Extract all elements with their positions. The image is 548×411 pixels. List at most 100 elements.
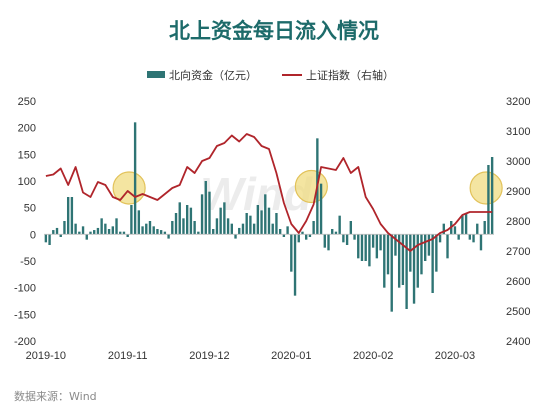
bar-37 <box>182 218 185 235</box>
bar-34 <box>171 221 174 235</box>
bar-118 <box>483 221 486 235</box>
right-tick-5: 2700 <box>506 246 530 258</box>
bar-7 <box>70 197 74 235</box>
bar-66 <box>290 234 293 272</box>
bar-9 <box>78 231 81 235</box>
bar-54 <box>245 213 248 235</box>
left-tick-3: 100 <box>18 176 36 188</box>
highlight-circles <box>112 169 503 205</box>
bar-14 <box>96 227 100 235</box>
bar-104 <box>431 234 434 293</box>
bar-64 <box>282 234 286 237</box>
bar-53 <box>241 223 245 235</box>
bar-13 <box>93 230 96 235</box>
chart-title: 北上资金每日流入情况 <box>169 19 379 43</box>
bar-72 <box>312 221 315 235</box>
bar-65 <box>286 226 289 235</box>
left-axis-ticks: 250 200 150 100 50 0 -50 -100 -150 -200 <box>14 96 36 348</box>
bar-46 <box>215 218 219 235</box>
bar-114 <box>468 234 472 240</box>
bar-42 <box>200 194 204 235</box>
x-tick-5: 2020-03 <box>435 350 475 362</box>
bar-35 <box>174 213 178 235</box>
bar-90 <box>379 234 382 251</box>
legend: 北向资金（亿元） 上证指数（右轴） <box>147 68 394 82</box>
bar-88 <box>371 234 375 248</box>
bar-112 <box>461 215 464 235</box>
bar-76 <box>327 234 330 251</box>
highlight-circle-3 <box>469 171 503 205</box>
bar-17 <box>107 229 111 235</box>
bar-71 <box>308 234 312 237</box>
right-tick-0: 3200 <box>506 96 530 108</box>
bar-44 <box>208 191 211 235</box>
left-tick-4: 50 <box>24 203 36 215</box>
bar-81 <box>345 234 349 245</box>
bar-8 <box>74 223 77 235</box>
bar-79 <box>338 215 341 235</box>
bar-94 <box>394 234 397 256</box>
bar-74 <box>319 183 323 235</box>
bar-82 <box>349 221 353 235</box>
bar-75 <box>323 234 326 248</box>
left-tick-5: 0 <box>30 229 36 241</box>
bar-33 <box>167 234 170 239</box>
bar-24 <box>133 122 137 235</box>
right-tick-4: 2800 <box>506 216 530 228</box>
left-tick-1: 200 <box>18 123 36 135</box>
bar-57 <box>256 205 260 235</box>
bar-120 <box>490 157 494 235</box>
bar-96 <box>401 234 405 285</box>
legend-bar-swatch <box>147 71 165 78</box>
bar-36 <box>178 202 181 235</box>
left-tick-9: -200 <box>14 336 36 348</box>
bar-103 <box>427 234 431 256</box>
x-tick-2: 2019-12 <box>189 350 229 362</box>
bar-93 <box>390 234 393 312</box>
bar-101 <box>420 234 423 275</box>
bar-21 <box>122 231 126 235</box>
bar-98 <box>409 234 412 272</box>
bar-84 <box>357 234 360 259</box>
bar-12 <box>89 231 92 235</box>
bar-59 <box>264 194 267 235</box>
bar-100 <box>416 234 419 288</box>
bar-28 <box>148 221 152 235</box>
bar-70 <box>305 234 308 240</box>
left-tick-7: -100 <box>14 283 36 295</box>
bar-69 <box>301 231 304 235</box>
bar-119 <box>487 165 490 235</box>
x-tick-4: 2020-02 <box>353 350 393 362</box>
highlight-circle-2 <box>294 169 328 204</box>
right-tick-1: 3100 <box>506 126 530 138</box>
bar-48 <box>223 202 226 235</box>
bar-49 <box>226 218 230 235</box>
bar-40 <box>193 221 196 235</box>
bar-108 <box>446 234 449 259</box>
bar-16 <box>104 223 107 235</box>
index-line <box>45 133 493 252</box>
bar-95 <box>397 234 401 288</box>
x-tick-0: 2019-10 <box>26 350 66 362</box>
right-tick-8: 2400 <box>506 336 530 348</box>
bar-22 <box>126 234 129 237</box>
bar-50 <box>230 223 233 235</box>
bar-51 <box>234 234 237 239</box>
bar-47 <box>219 207 222 235</box>
bar-41 <box>197 231 200 235</box>
bar-107 <box>442 223 445 235</box>
x-tick-1: 2019-11 <box>108 350 148 362</box>
bar-4 <box>59 234 62 237</box>
bar-115 <box>472 234 475 243</box>
bar-77 <box>331 229 334 235</box>
watermark: Wind <box>200 168 313 220</box>
bar-30 <box>156 229 159 235</box>
bar-45 <box>212 229 215 235</box>
bar-29 <box>152 226 155 235</box>
bar-10 <box>81 226 85 235</box>
right-tick-3: 2900 <box>506 186 530 198</box>
bar-62 <box>275 213 278 235</box>
right-axis-ticks: 3200 3100 3000 2900 2800 2700 2600 2500 2400 <box>506 96 530 348</box>
left-tick-2: 150 <box>18 149 36 161</box>
